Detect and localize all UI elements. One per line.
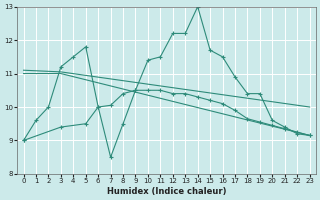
- X-axis label: Humidex (Indice chaleur): Humidex (Indice chaleur): [107, 187, 226, 196]
